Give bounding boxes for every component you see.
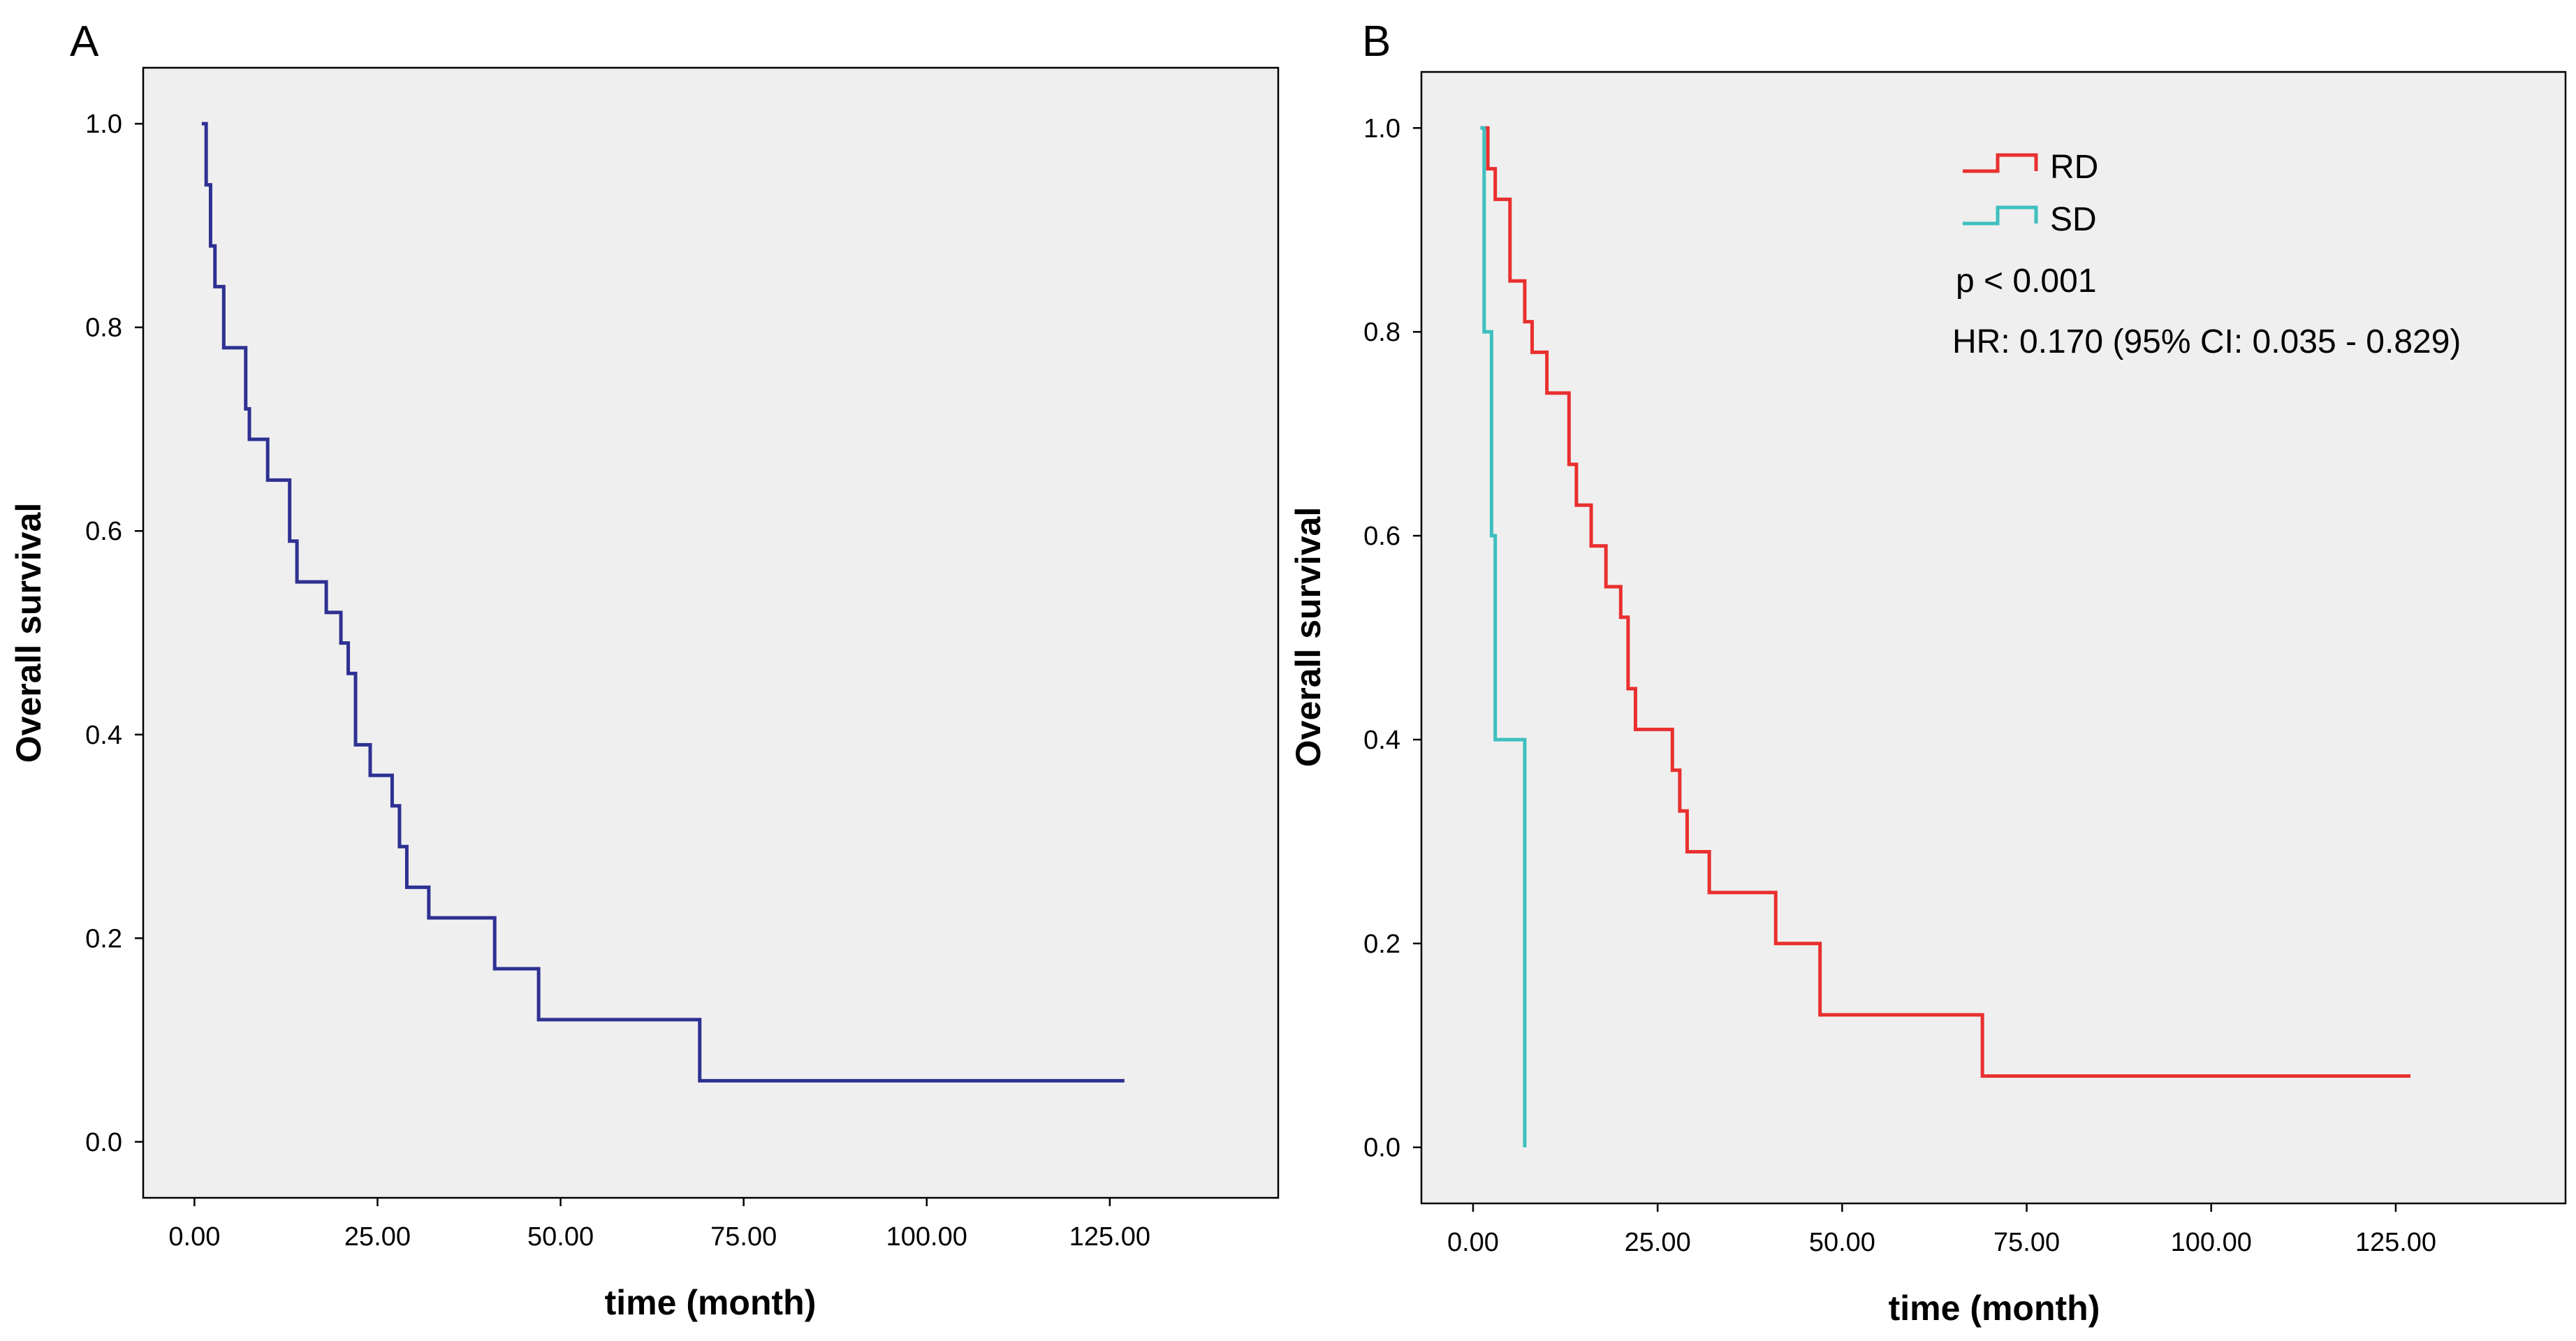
panel-a-x-tick-label: 50.00 [527,1222,594,1252]
panel-b-sd-curve [1480,126,1527,1148]
panel-a-y-tick-label: 0.4 [85,721,122,750]
panel-b-y-tick-label: 0.0 [1363,1134,1400,1163]
panel-b-x-axis-title: time (month) [1889,1289,2100,1328]
panel-a-y-tick-label: 0.0 [85,1128,122,1157]
panel-b-y-tick-label: 0.4 [1363,726,1400,755]
panel-b-y-axis-title: Overall survival [1289,507,1328,767]
panel-b-x-tick-label: 50.00 [1809,1228,1875,1257]
p-value-annotation: p < 0.001 [1956,263,2097,300]
panel-a-y-tick-label: 0.8 [85,314,122,343]
panel-b-x-axis: 0.00 25.00 50.00 75.00 100.00 125.00 [1447,1203,2436,1257]
panel-a-y-tick-label: 1.0 [85,110,122,139]
panel-a-x-tick-label: 0.00 [168,1222,220,1252]
panel-a-y-axis-title: Overall survival [9,503,48,763]
panel-b: B 0.0 0.2 0.4 0.6 0.8 1.0 0.00 25.00 50.00 75.00… [1289,17,2567,1328]
panel-a-x-tick-label: 125.00 [1069,1222,1150,1252]
panel-a-y-tick-label: 0.2 [85,924,122,953]
panel-b-rd-curve [1480,126,2411,1078]
panel-a-x-tick-label: 100.00 [886,1222,967,1252]
panel-b-x-tick-label: 25.00 [1625,1228,1691,1257]
panel-a-overall-curve [201,122,1125,1083]
legend-rd-line [1963,153,2038,173]
panel-a-x-axis-title: time (month) [605,1283,817,1322]
panel-a-x-axis: 0.00 25.00 50.00 75.00 100.00 125.00 [168,1198,1150,1252]
panel-b-x-tick-label: 0.00 [1447,1228,1499,1257]
panel-b-y-tick-label: 1.0 [1363,114,1400,143]
panel-b-y-tick-label: 0.2 [1363,930,1400,959]
panel-b-y-tick-label: 0.6 [1363,522,1400,551]
panel-a-y-axis: 0.0 0.2 0.4 0.6 0.8 1.0 [85,110,143,1157]
panel-b-x-tick-label: 100.00 [2171,1228,2252,1257]
panel-a-x-tick-label: 75.00 [710,1222,777,1252]
panel-a-plot-area [142,66,1280,1199]
panel-b-x-tick-label: 125.00 [2355,1228,2436,1257]
legend-sd-label: SD [2050,201,2097,238]
panel-b-y-tick-label: 0.8 [1363,318,1400,347]
panel-a-letter: A [70,17,99,66]
panel-a: A 0.0 0.2 0.4 0.6 0.8 1.0 0.00 25.00 50.00 75.00… [9,17,1280,1322]
panel-b-plot-area [1420,71,2567,1205]
panel-b-letter: B [1362,17,1391,66]
panel-a-x-tick-label: 25.00 [344,1222,411,1252]
panel-a-y-tick-label: 0.6 [85,517,122,546]
panel-b-x-tick-label: 75.00 [1993,1228,2060,1257]
panel-b-legend: RD SD p < 0.001 HR: 0.170 (95% CI: 0.035… [1952,149,2461,360]
hazard-ratio-annotation: HR: 0.170 (95% CI: 0.035 - 0.829) [1952,323,2461,360]
panel-b-y-axis: 0.0 0.2 0.4 0.6 0.8 1.0 [1363,114,1421,1163]
legend-rd-label: RD [2050,149,2098,186]
legend-sd-line [1963,205,2038,226]
